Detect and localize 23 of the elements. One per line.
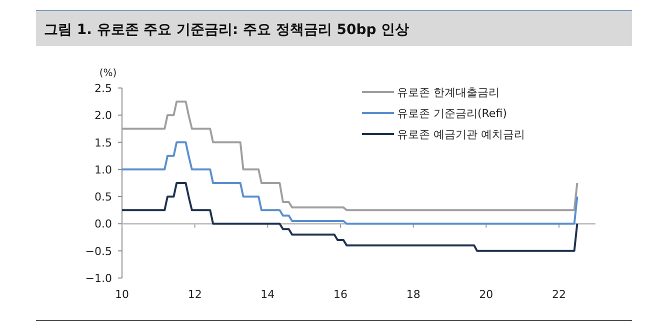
y-axis-title: (%): [99, 68, 117, 79]
legend-label: 유로존 예금기관 예치금리: [397, 128, 525, 141]
legend-label: 유로존 한계대출금리: [397, 86, 500, 99]
x-tick-label: 22: [552, 288, 566, 301]
x-tick-label: 10: [115, 288, 129, 301]
y-tick-label: 0.0: [94, 218, 112, 231]
y-tick-label: 0.5: [94, 190, 112, 204]
line-series: [121, 100, 578, 212]
y-tick-label: 1.5: [94, 136, 112, 150]
y-tick-label: 2.5: [94, 82, 112, 95]
y-tick-label: 1.0: [94, 163, 112, 176]
y-tick-label: −1.0: [85, 272, 112, 285]
x-tick-label: 14: [260, 288, 275, 301]
x-tick-label: 16: [334, 288, 348, 301]
line-series: [121, 141, 578, 225]
y-tick-label: 2.0: [94, 109, 112, 122]
chart-title: 그림 1. 유로존 주요 기준금리: 주요 정책금리 50bp 인상: [44, 22, 410, 38]
line-series: [121, 182, 578, 252]
x-tick-label: 18: [406, 288, 420, 301]
x-tick-label: 12: [188, 288, 202, 301]
legend-label: 유로존 기준금리(Refi): [397, 107, 507, 120]
y-tick-label: −0.5: [85, 244, 112, 258]
x-tick-label: 20: [479, 288, 494, 301]
